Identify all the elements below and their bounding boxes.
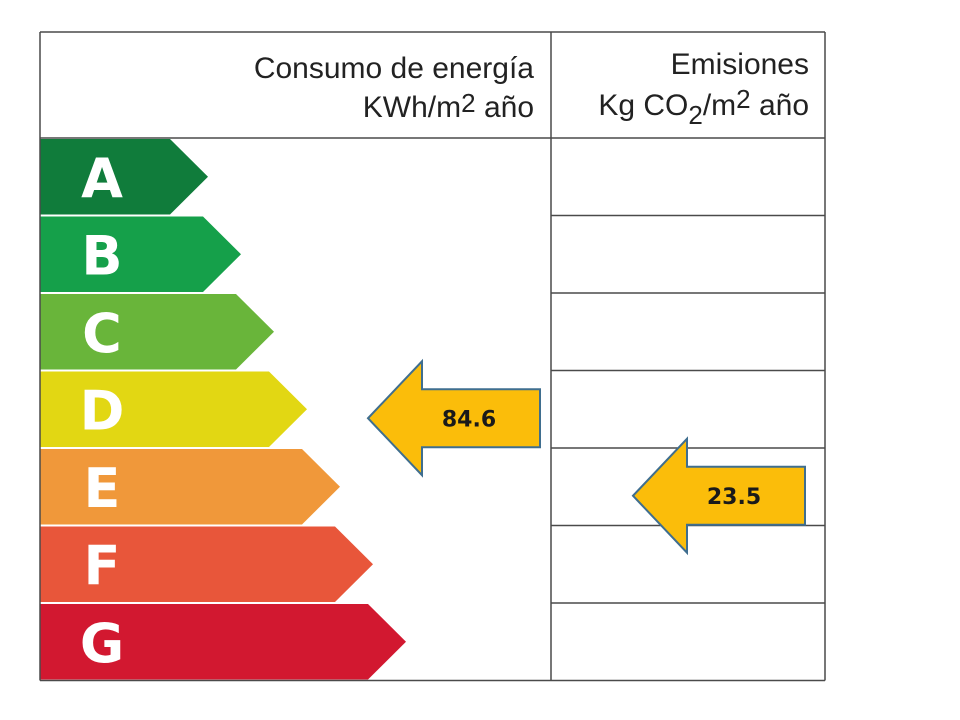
consumo-header-line2: KWh/m2 año — [363, 88, 534, 124]
class-bar-e — [40, 449, 340, 525]
class-letter-c: C — [82, 302, 122, 365]
class-bar-c — [40, 294, 274, 370]
table-grid — [39, 31, 826, 682]
class-letter-d: D — [80, 379, 125, 442]
consumo-indicator: 84.6 — [366, 358, 541, 478]
consumo-value: 84.6 — [442, 407, 496, 432]
emisiones-indicator: 23.5 — [631, 436, 806, 556]
consumo-arrow — [366, 358, 541, 478]
class-letter-e: E — [84, 457, 121, 520]
class-bar-d — [40, 371, 307, 447]
emisiones-arrow — [631, 436, 806, 556]
emisiones-value: 23.5 — [707, 485, 761, 510]
class-bar-f — [40, 526, 373, 602]
class-letter-b: B — [81, 224, 122, 287]
consumo-header-line1: Consumo de energía — [254, 52, 534, 85]
class-bar-a — [40, 139, 208, 215]
class-bar-b — [40, 216, 241, 292]
emisiones-header-line2: Kg CO2/m2 año — [598, 84, 809, 130]
class-letter-f: F — [84, 534, 121, 597]
class-letter-g: G — [80, 612, 124, 675]
class-bar-g — [40, 604, 406, 680]
class-letter-a: A — [81, 147, 123, 210]
emisiones-header-line1: Emisiones — [671, 48, 809, 81]
